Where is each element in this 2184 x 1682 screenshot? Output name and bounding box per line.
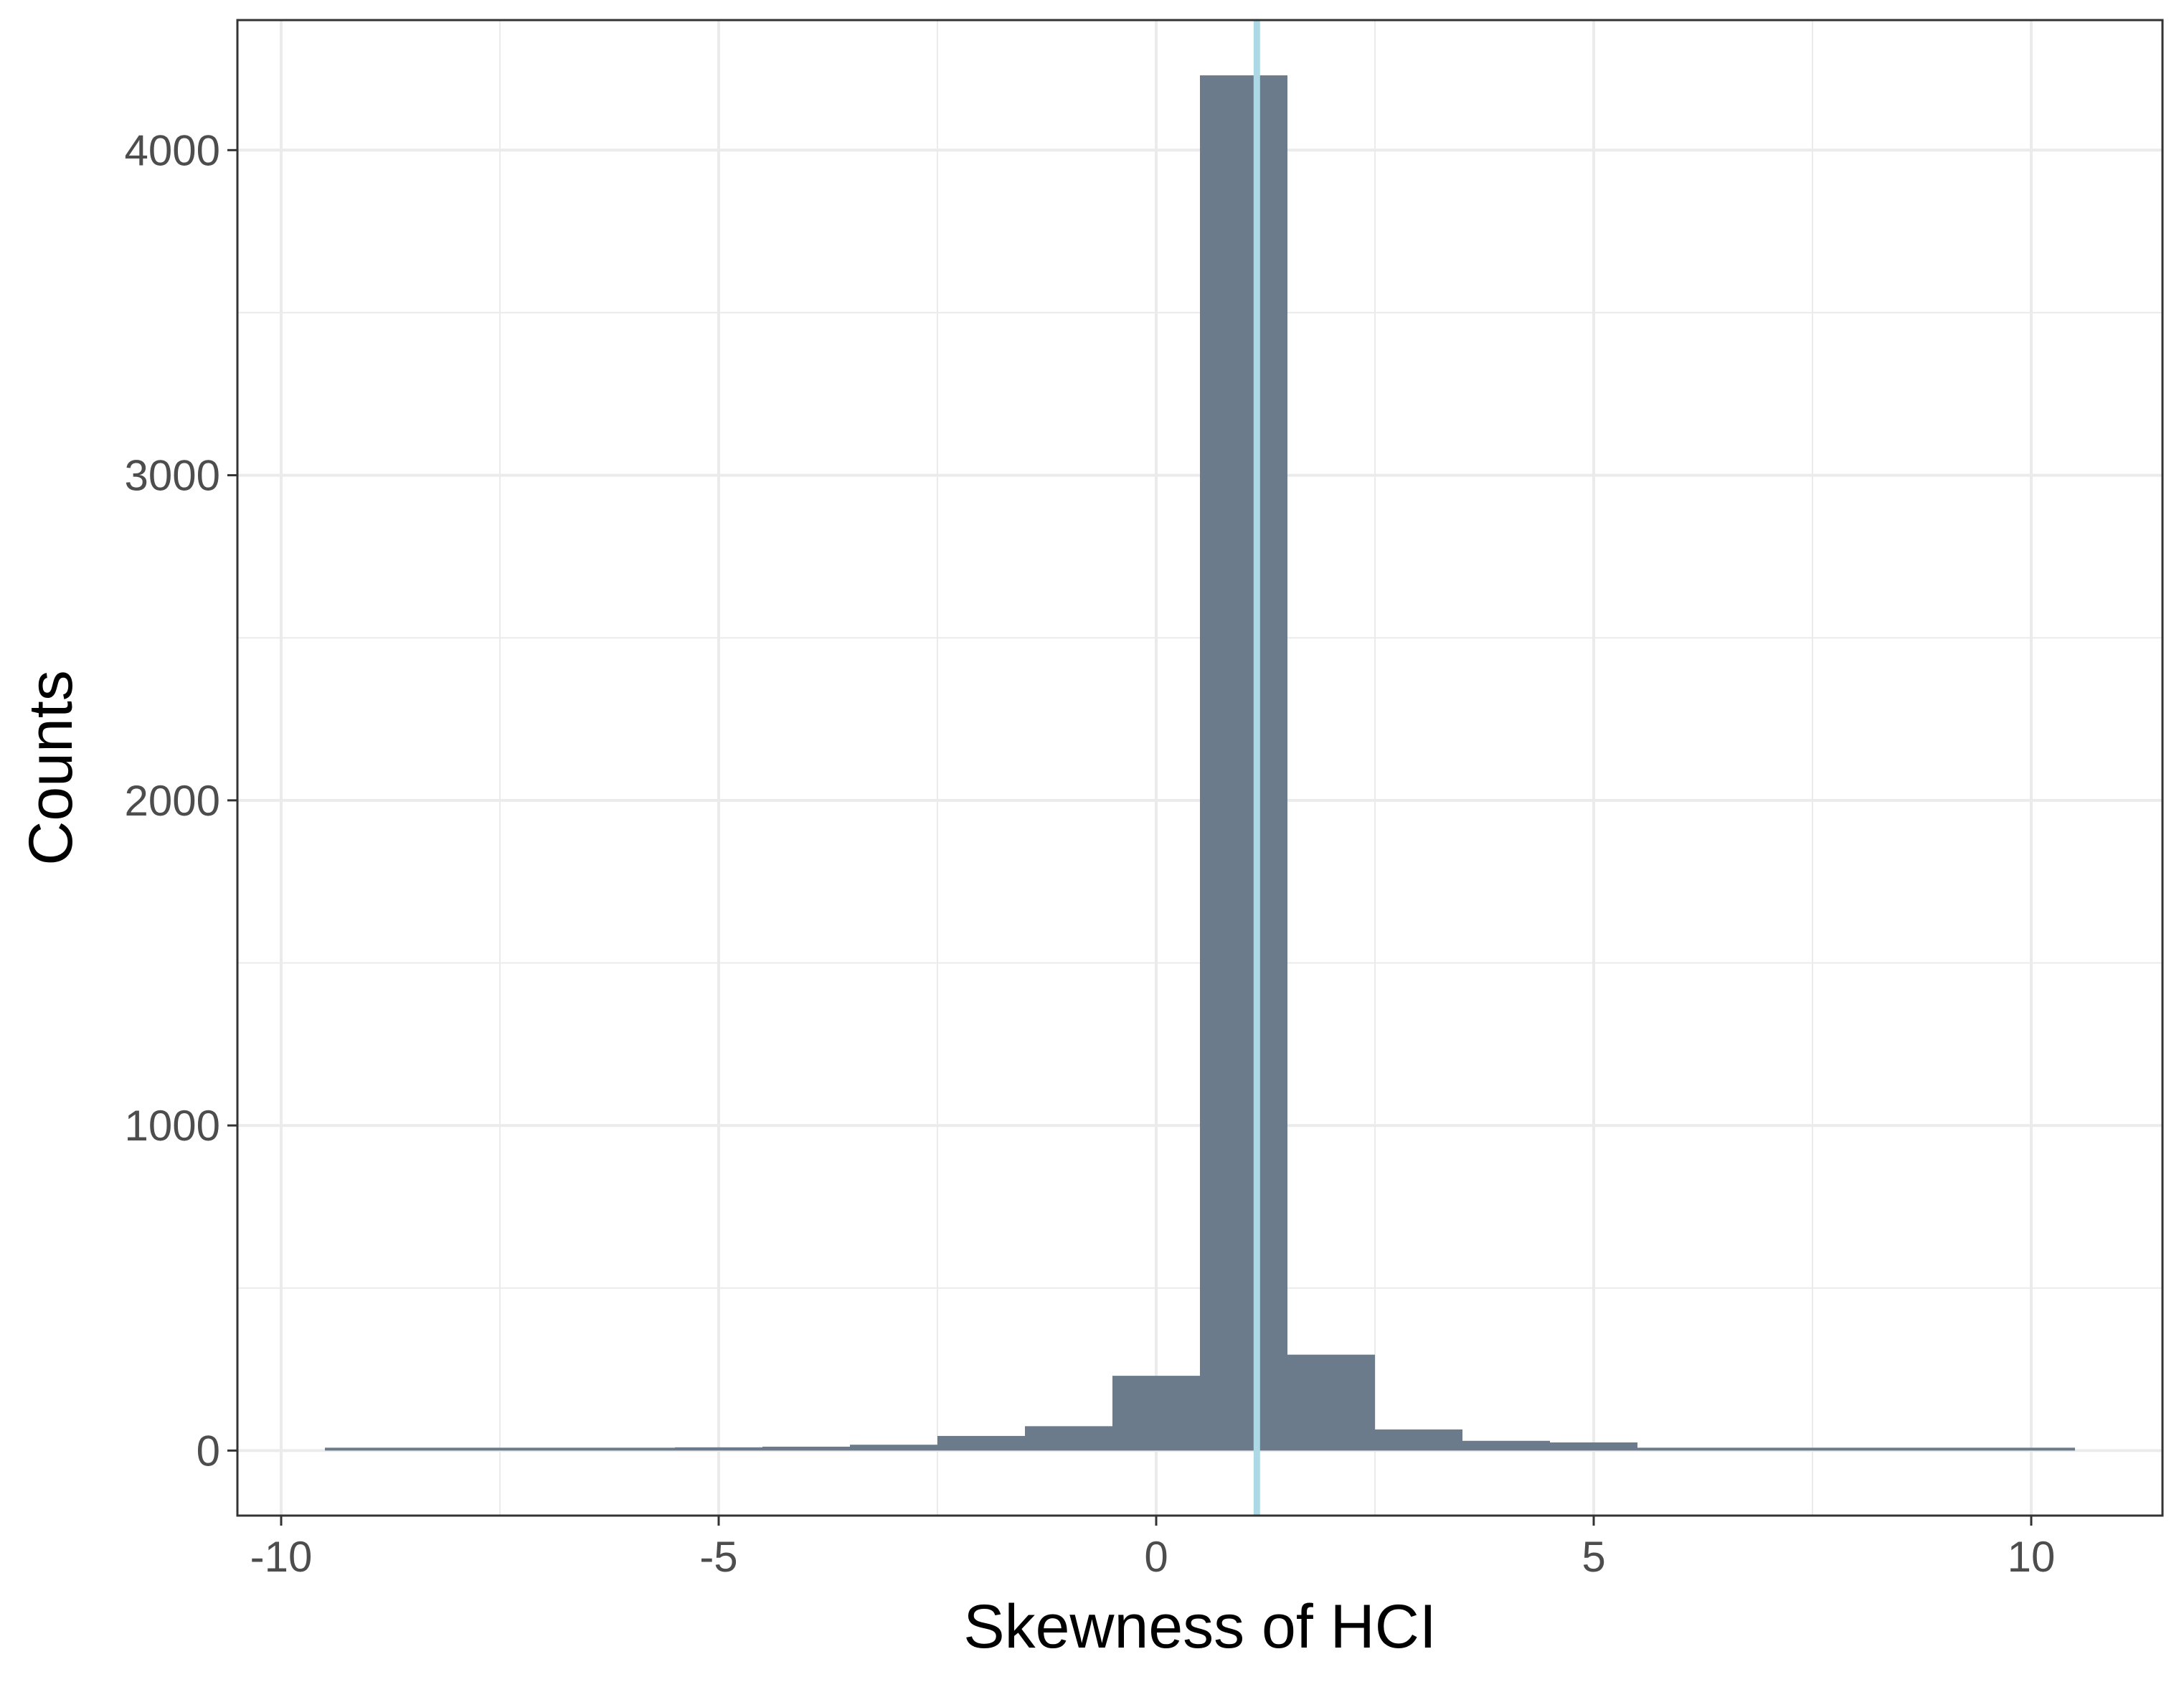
histogram-bar [1812, 1447, 1900, 1451]
histogram-bar [762, 1446, 850, 1451]
histogram-bar [1725, 1447, 1812, 1451]
histogram-bar [1637, 1447, 1725, 1451]
histogram-bar [1287, 1354, 1375, 1451]
histogram-bar [1112, 1376, 1200, 1451]
histogram-bar [1550, 1442, 1637, 1451]
histogram-bar [587, 1447, 675, 1451]
histogram-bars [325, 75, 2075, 1451]
y-tick-label: 2000 [125, 777, 220, 825]
histogram-bar [325, 1447, 412, 1451]
histogram-bar [937, 1435, 1025, 1451]
x-tick-label: 5 [1582, 1533, 1605, 1581]
y-tick-label: 1000 [125, 1102, 220, 1150]
histogram-bar [500, 1447, 587, 1451]
histogram-bar [412, 1447, 500, 1451]
x-tick-label: -10 [250, 1533, 313, 1581]
x-axis-title: Skewness of HCI [963, 1592, 1437, 1661]
histogram-bar [1025, 1426, 1112, 1451]
x-tick-label: 10 [2008, 1533, 2056, 1581]
y-axis-title: Counts [16, 670, 85, 866]
y-axis-ticks: 0 1000 2000 3000 4000 [125, 126, 237, 1475]
histogram-bar [1900, 1447, 1987, 1451]
histogram-bar [850, 1445, 937, 1451]
x-tick-label: 0 [1144, 1533, 1168, 1581]
plot-panel-border [236, 19, 2164, 1517]
histogram-bar [1462, 1440, 1550, 1451]
histogram-bar [1375, 1429, 1462, 1451]
y-tick-label: 0 [197, 1427, 220, 1475]
x-axis-ticks: -10 -5 0 5 10 [250, 1516, 2056, 1581]
histogram-bar [1987, 1447, 2075, 1451]
y-tick-label: 3000 [125, 452, 220, 500]
histogram-bar [675, 1447, 762, 1451]
y-tick-label: 4000 [125, 126, 220, 174]
histogram-bar [1200, 75, 1287, 1451]
x-tick-label: -5 [699, 1533, 737, 1581]
